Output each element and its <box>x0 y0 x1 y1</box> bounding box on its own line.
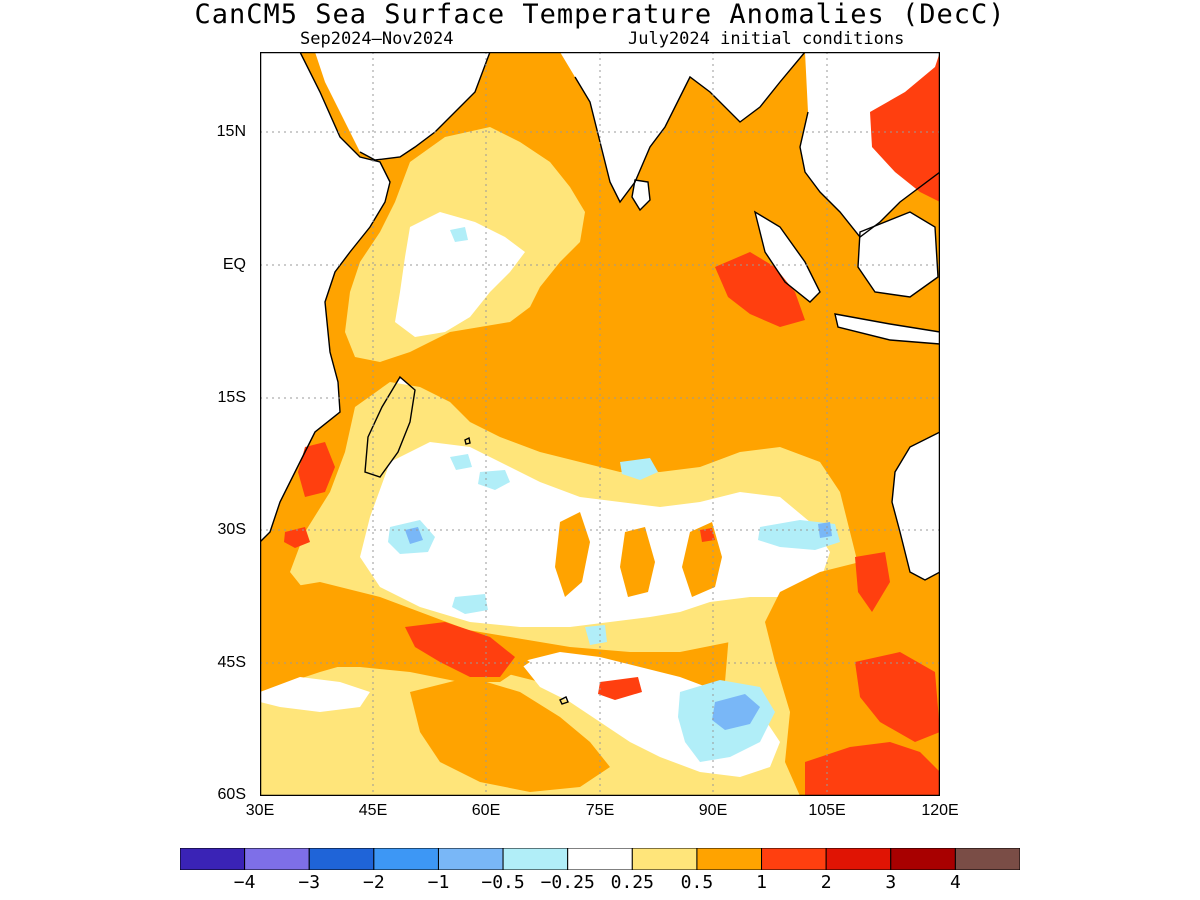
warm-patch-eastern-equatorial <box>715 252 805 327</box>
y-tick-60s: 60S <box>217 786 246 803</box>
graticule <box>260 52 940 796</box>
coastline <box>260 52 940 705</box>
colorbar-label: −0.25 <box>540 872 595 893</box>
colorbar-swatch <box>631 848 698 870</box>
colorbar-label: 2 <box>820 872 832 893</box>
x-tick-60e: 60E <box>471 802 501 819</box>
warm-patch-southern-1 <box>405 622 515 677</box>
south-orange-tongue-3 <box>620 527 655 597</box>
colorbar-label: 0.5 <box>680 872 714 893</box>
colorbar-label: −0.5 <box>481 872 525 893</box>
colorbar-label: 4 <box>949 872 961 893</box>
colorbar-swatch <box>308 848 375 870</box>
warm-patch-southeast-3 <box>855 552 890 612</box>
africa-land <box>260 52 390 542</box>
colorbar-swatch <box>502 848 569 870</box>
colorbar-swatch <box>180 848 246 870</box>
warm-patch-southwest <box>284 527 310 548</box>
colorbar-swatch <box>373 848 439 870</box>
warm-patch-southeast-1 <box>855 652 940 742</box>
cool-patch-3 <box>450 454 472 470</box>
colorbar-swatch <box>696 848 763 870</box>
period-subtitle: Sep2024–Nov2024 <box>300 29 454 49</box>
southeast-orange-tongue <box>765 562 940 796</box>
south-orange-tongue-2 <box>682 522 722 597</box>
y-tick-eq: EQ <box>222 256 246 273</box>
colorbar-swatch <box>890 848 956 870</box>
south-orange-tongue-1 <box>555 512 590 597</box>
warm-patch-southeast-2 <box>805 742 940 796</box>
sst-anomaly-map <box>260 52 940 796</box>
south-orange-band-2 <box>410 677 610 792</box>
warm-patch-south-china-sea <box>870 52 940 202</box>
australia-land <box>892 432 940 580</box>
colorbar-label: −3 <box>298 872 321 893</box>
cool-patch-8 <box>450 227 468 242</box>
arabian-sea-neutral-zone <box>395 212 525 337</box>
java-land <box>835 314 940 344</box>
india-land <box>560 52 805 202</box>
warm-patch-mozambique-channel <box>298 442 335 497</box>
colorbar-swatch <box>954 848 1020 870</box>
colorbar-swatch <box>437 848 504 870</box>
x-tick-90e: 90E <box>698 802 728 819</box>
y-tick-30s: 30S <box>217 521 246 538</box>
colorbar-swatch <box>567 848 633 870</box>
cold-patch-west <box>405 527 423 544</box>
borneo-land <box>858 212 938 297</box>
cool-patch-4 <box>452 594 488 614</box>
cool-patch-6 <box>620 458 658 480</box>
warm-patch-east-south <box>700 528 715 542</box>
x-tick-45e: 45E <box>358 802 388 819</box>
colorbar-label: −4 <box>233 872 256 893</box>
colorbar <box>180 848 1020 870</box>
cool-patch-5 <box>585 625 607 645</box>
x-tick-120e: 120E <box>921 802 959 819</box>
colorbar-swatch <box>825 848 892 870</box>
y-tick-15s: 15S <box>217 389 246 406</box>
y-tick-45s: 45S <box>217 654 246 671</box>
warm-patch-southern-2 <box>598 677 642 700</box>
initial-conditions-subtitle: July2024 initial conditions <box>628 29 905 49</box>
y-tick-15n: 15N <box>216 123 246 140</box>
arabia-land <box>315 52 490 160</box>
x-tick-75e: 75E <box>585 802 615 819</box>
x-tick-105e: 105E <box>808 802 846 819</box>
colorbar-label: −1 <box>427 872 450 893</box>
southwest-neutral-patch <box>260 677 370 712</box>
colorbar-label: −2 <box>363 872 385 893</box>
chart-title: CanCM5 Sea Surface Temperature Anomalies… <box>194 0 1006 30</box>
colorbar-label: 3 <box>885 872 897 893</box>
colorbar-label: 0.25 <box>610 872 654 893</box>
sri-lanka-land <box>632 180 650 210</box>
colorbar-swatch <box>761 848 827 870</box>
x-tick-30e: 30E <box>245 802 275 819</box>
map-frame <box>260 52 940 796</box>
colorbar-label: 1 <box>756 872 767 893</box>
colorbar-swatch <box>244 848 310 870</box>
sumatra-land <box>755 212 820 302</box>
cold-patch-southern <box>712 694 760 730</box>
